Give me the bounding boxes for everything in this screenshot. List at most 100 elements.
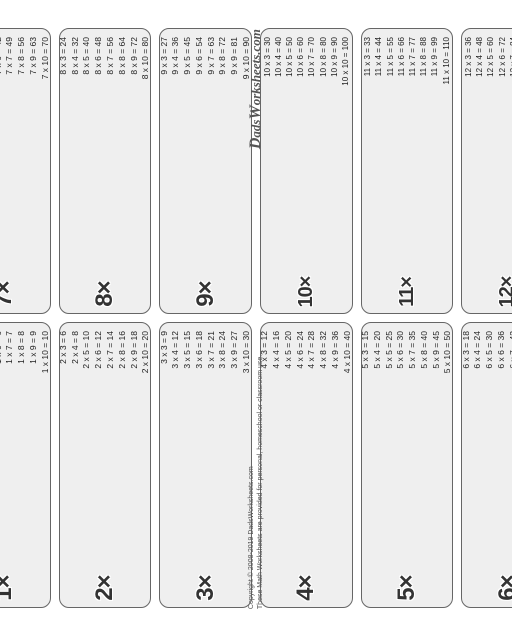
equation-8-4: 8 x 4 = 32 xyxy=(71,31,81,275)
equation-2-10: 2 x 10 = 20 xyxy=(141,325,151,569)
equation-10-6: 10 x 6 = 60 xyxy=(296,31,305,271)
equation-9-5: 9 x 5 = 45 xyxy=(183,31,193,275)
equation-3-6: 3 x 6 = 18 xyxy=(195,325,205,569)
equation-6-5: 6 x 5 = 30 xyxy=(485,325,495,569)
equation-9-4: 9 x 4 = 36 xyxy=(171,31,181,275)
card-body-10: 10 x 1 = 1010 x 2 = 2010 x 3 = 3010 x 4 … xyxy=(265,31,348,273)
card-body-12: 12 x 1 = 1212 x 2 = 2412 x 3 = 3612 x 4 … xyxy=(466,31,512,273)
card-body-4: 4 x 1 = 44 x 2 = 84 x 3 = 124 x 4 = 164 … xyxy=(265,325,348,571)
card-body-6: 6 x 1 = 66 x 2 = 126 x 3 = 186 x 4 = 246… xyxy=(466,325,512,571)
times-table-card-6: 6×6 x 1 = 66 x 2 = 126 x 3 = 186 x 4 = 2… xyxy=(461,322,512,608)
card-body-1: 1 x 1 = 11 x 2 = 21 x 3 = 31 x 4 = 41 x … xyxy=(0,325,46,571)
equation-5-5: 5 x 5 = 25 xyxy=(385,325,395,569)
card-head-5: 5× xyxy=(366,571,449,605)
copyright-text: Copyright © 2008-2019 DadsWorksheets.com xyxy=(247,355,256,609)
equation-2-4: 2 x 4 = 8 xyxy=(71,325,81,569)
equation-2-5: 2 x 5 = 10 xyxy=(82,325,92,569)
equation-6-3: 6 x 3 = 18 xyxy=(462,325,472,569)
equation-2-7: 2 x 7 = 14 xyxy=(106,325,116,569)
times-table-card-2: 2×2 x 1 = 22 x 2 = 42 x 3 = 62 x 4 = 82 … xyxy=(59,322,152,608)
equation-9-7: 9 x 7 = 63 xyxy=(207,31,217,275)
equation-7-9: 7 x 9 = 63 xyxy=(29,31,39,275)
times-table-card-11: 11×11 x 1 = 1111 x 2 = 2211 x 3 = 3311 x… xyxy=(361,28,454,314)
equation-12-4: 12 x 4 = 48 xyxy=(475,31,484,271)
equation-11-7: 11 x 7 = 77 xyxy=(408,31,417,271)
equation-9-8: 9 x 8 = 72 xyxy=(218,31,228,275)
card-body-2: 2 x 1 = 22 x 2 = 42 x 3 = 62 x 4 = 82 x … xyxy=(64,325,147,571)
equation-4-10: 4 x 10 = 40 xyxy=(343,325,353,569)
equation-5-7: 5 x 7 = 35 xyxy=(408,325,418,569)
equation-7-7: 7 x 7 = 49 xyxy=(5,31,15,275)
times-table-card-3: 3×3 x 1 = 33 x 2 = 63 x 3 = 93 x 4 = 123… xyxy=(159,322,252,608)
equation-6-6: 6 x 6 = 36 xyxy=(497,325,507,569)
equation-11-4: 11 x 4 = 44 xyxy=(374,31,383,271)
equation-2-3: 2 x 3 = 6 xyxy=(59,325,69,569)
equation-10-10: 10 x 10 = 100 xyxy=(341,31,350,271)
equation-9-3: 9 x 3 = 27 xyxy=(160,31,170,275)
times-table-card-12: 12×12 x 1 = 1212 x 2 = 2412 x 3 = 3612 x… xyxy=(461,28,512,314)
times-table-card-7: 7×7 x 1 = 77 x 2 = 147 x 3 = 217 x 4 = 2… xyxy=(0,28,51,314)
equation-1-6: 1 x 6 = 6 xyxy=(0,325,3,569)
card-body-9: 9 x 1 = 99 x 2 = 189 x 3 = 279 x 4 = 369… xyxy=(164,31,247,277)
equation-10-11: 10 x 11 = 110 xyxy=(352,31,353,271)
card-head-4: 4× xyxy=(265,571,348,605)
equation-9-6: 9 x 6 = 54 xyxy=(195,31,205,275)
equation-5-10: 5 x 10 = 50 xyxy=(443,325,453,569)
equation-10-5: 10 x 5 = 50 xyxy=(285,31,294,271)
equation-8-6: 8 x 6 = 48 xyxy=(94,31,104,275)
card-body-3: 3 x 1 = 33 x 2 = 63 x 3 = 93 x 4 = 123 x… xyxy=(164,325,247,571)
equation-1-7: 1 x 7 = 7 xyxy=(5,325,15,569)
card-head-7: 7× xyxy=(0,277,46,311)
equation-10-8: 10 x 8 = 80 xyxy=(319,31,328,271)
equation-2-6: 2 x 6 = 12 xyxy=(94,325,104,569)
equation-12-5: 12 x 5 = 60 xyxy=(486,31,495,271)
card-body-5: 5 x 1 = 55 x 2 = 105 x 3 = 155 x 4 = 205… xyxy=(366,325,449,571)
equation-2-8: 2 x 8 = 16 xyxy=(118,325,128,569)
equation-3-5: 3 x 5 = 15 xyxy=(183,325,193,569)
equation-8-3: 8 x 3 = 24 xyxy=(59,31,69,275)
equation-5-8: 5 x 8 = 40 xyxy=(420,325,430,569)
equation-11-6: 11 x 6 = 66 xyxy=(397,31,406,271)
equation-11-5: 11 x 5 = 55 xyxy=(386,31,395,271)
equation-7-10: 7 x 10 = 70 xyxy=(41,31,51,275)
equation-5-4: 5 x 4 = 20 xyxy=(373,325,383,569)
equation-10-9: 10 x 9 = 90 xyxy=(330,31,339,271)
equation-3-9: 3 x 9 = 27 xyxy=(230,325,240,569)
equation-11-10: 11 x 10 = 110 xyxy=(442,31,451,271)
equation-3-4: 3 x 4 = 12 xyxy=(171,325,181,569)
equation-12-2: 12 x 2 = 24 xyxy=(461,31,462,271)
card-head-1: 1× xyxy=(0,571,46,605)
equation-10-7: 10 x 7 = 70 xyxy=(307,31,316,271)
card-body-11: 11 x 1 = 1111 x 2 = 2211 x 3 = 3311 x 4 … xyxy=(366,31,449,273)
equation-4-6: 4 x 6 = 24 xyxy=(296,325,306,569)
card-head-12: 12× xyxy=(466,273,512,311)
equation-7-6: 7 x 6 = 42 xyxy=(0,31,3,275)
equation-2-9: 2 x 9 = 18 xyxy=(130,325,140,569)
equation-1-9: 1 x 9 = 9 xyxy=(29,325,39,569)
equation-4-4: 4 x 4 = 16 xyxy=(272,325,282,569)
equation-11-8: 11 x 8 = 88 xyxy=(419,31,428,271)
equation-11-3: 11 x 3 = 33 xyxy=(363,31,372,271)
card-body-7: 7 x 1 = 77 x 2 = 147 x 3 = 217 x 4 = 287… xyxy=(0,31,46,277)
times-table-card-9: 9×9 x 1 = 99 x 2 = 189 x 3 = 279 x 4 = 3… xyxy=(159,28,252,314)
times-table-card-10: 10×10 x 1 = 1010 x 2 = 2010 x 3 = 3010 x… xyxy=(260,28,353,314)
equation-12-6: 12 x 6 = 72 xyxy=(498,31,507,271)
equation-5-6: 5 x 6 = 30 xyxy=(396,325,406,569)
equation-4-7: 4 x 7 = 28 xyxy=(307,325,317,569)
equation-3-3: 3 x 3 = 9 xyxy=(160,325,170,569)
equation-6-4: 6 x 4 = 24 xyxy=(473,325,483,569)
equation-4-9: 4 x 9 = 36 xyxy=(331,325,341,569)
equation-8-5: 8 x 5 = 40 xyxy=(82,31,92,275)
equation-5-9: 5 x 9 = 45 xyxy=(432,325,442,569)
footer-note: These Math Worksheets are provided for p… xyxy=(256,355,265,609)
card-head-10: 10× xyxy=(265,273,348,311)
card-head-9: 9× xyxy=(164,277,247,311)
times-table-card-5: 5×5 x 1 = 55 x 2 = 105 x 3 = 155 x 4 = 2… xyxy=(361,322,454,608)
equation-5-3: 5 x 3 = 15 xyxy=(361,325,371,569)
times-table-card-1: 1×1 x 1 = 11 x 2 = 21 x 3 = 31 x 4 = 41 … xyxy=(0,322,51,608)
card-head-8: 8× xyxy=(64,277,147,311)
equation-4-5: 4 x 5 = 20 xyxy=(284,325,294,569)
equation-4-8: 4 x 8 = 32 xyxy=(319,325,329,569)
equation-1-8: 1 x 8 = 8 xyxy=(17,325,27,569)
card-head-3: 3× xyxy=(164,571,247,605)
